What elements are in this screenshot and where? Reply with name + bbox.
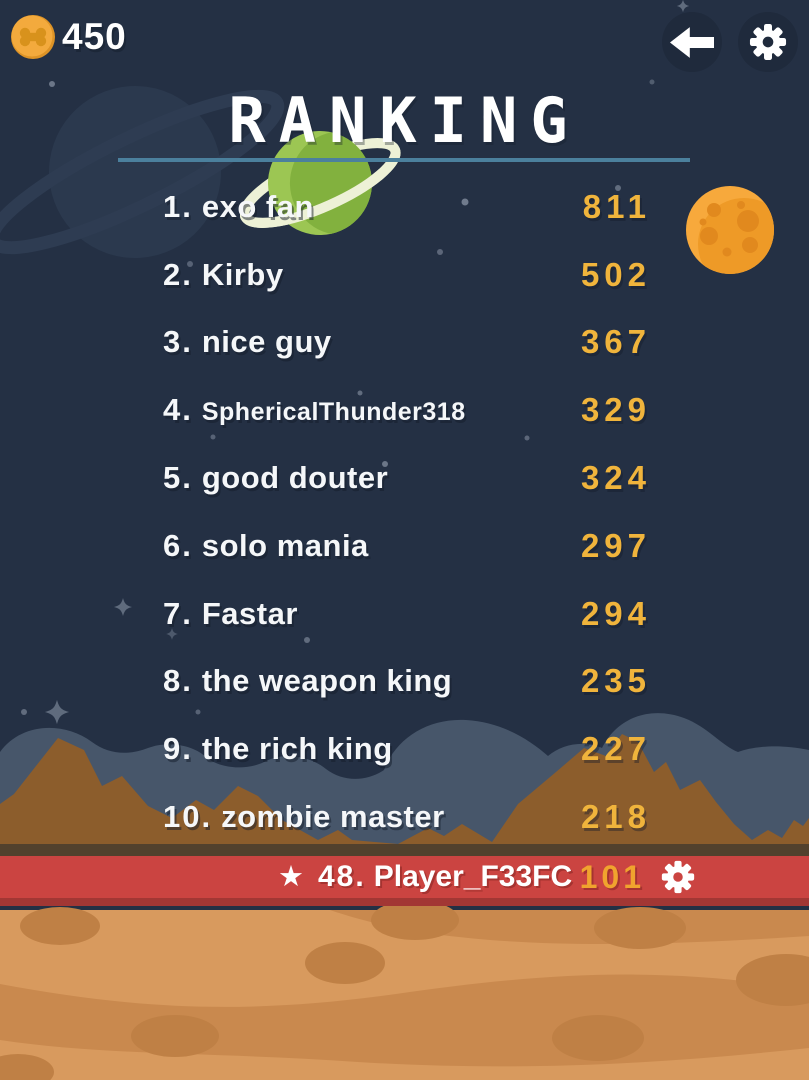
coin-icon <box>11 15 55 59</box>
player-score: 367 <box>580 323 651 361</box>
rank-number: 8. <box>163 663 193 699</box>
banner-player-name: Player_F33FC <box>373 860 573 893</box>
player-name: the weapon king <box>201 663 453 699</box>
banner-rank-number: 48. <box>318 860 366 893</box>
player-name: exo fan <box>201 188 314 224</box>
orange-moon-icon <box>686 186 774 274</box>
ranking-row: 6. solo mania 297 <box>163 512 646 580</box>
player-name: Kirby <box>201 256 284 292</box>
back-arrow-icon <box>670 26 714 58</box>
player-score: 227 <box>580 730 651 768</box>
martian-ground <box>0 900 809 1080</box>
player-name: solo mania <box>201 527 369 563</box>
gear-icon <box>661 860 695 894</box>
rank-list[interactable]: 1. exo fan 811 2. Kirby 502 3. nice guy 367… <box>163 173 646 851</box>
page-title: RANKING <box>228 84 581 157</box>
bone-icon <box>19 27 47 47</box>
player-name: SphericalThunder318 <box>201 398 466 427</box>
ranking-row: 10. zombie master 218 <box>163 783 646 851</box>
rank-number: 7. <box>163 595 193 631</box>
rank-number: 5. <box>163 460 193 496</box>
ranking-row: 8. the weapon king 235 <box>163 648 646 716</box>
star-dots <box>21 79 655 736</box>
ranking-row: 3. nice guy 367 <box>163 309 646 377</box>
settings-button[interactable] <box>738 12 798 72</box>
star-icon: ★ <box>278 860 304 893</box>
player-name: the rich king <box>201 731 393 767</box>
ranking-row: 4. SphericalThunder318 329 <box>163 376 646 444</box>
ranking-row: 9. the rich king 227 <box>163 715 646 783</box>
gear-icon <box>749 23 787 61</box>
ranking-row: 2. Kirby 502 <box>163 241 646 309</box>
player-name: zombie master <box>221 799 445 835</box>
player-score: 502 <box>580 255 651 293</box>
ground-craters <box>0 900 809 1080</box>
coin-amount: 450 <box>62 16 127 57</box>
player-score: 294 <box>580 594 651 632</box>
player-score: 324 <box>580 459 651 497</box>
brown-mountains <box>0 734 809 860</box>
rank-number: 6. <box>163 527 193 563</box>
player-name: Fastar <box>201 595 298 631</box>
mountain-shadow-strip <box>0 844 809 856</box>
player-score: 811 <box>582 187 651 225</box>
player-score: 297 <box>580 526 651 564</box>
rank-number: 9. <box>163 731 193 767</box>
rank-number: 10. <box>163 799 213 835</box>
ranking-row: 1. exo fan 811 <box>163 173 646 241</box>
player-score: 218 <box>580 798 651 836</box>
rank-number: 1. <box>163 188 193 224</box>
player-score: 329 <box>580 391 651 429</box>
back-button[interactable] <box>662 12 722 72</box>
player-name: good douter <box>201 460 389 496</box>
player-rank-banner: ★ 48. Player_F33FC 101 <box>0 856 809 906</box>
rank-number: 2. <box>163 256 193 292</box>
banner-player-score: 101 <box>579 858 645 895</box>
ranking-row: 7. Fastar 294 <box>163 580 646 648</box>
rank-number: 4. <box>163 392 193 428</box>
title-underline <box>118 158 690 162</box>
ranking-row: 5. good douter 324 <box>163 444 646 512</box>
currency-display: 450 <box>10 14 127 60</box>
player-score: 235 <box>580 662 651 700</box>
rank-number: 3. <box>163 324 193 360</box>
banner-settings-button[interactable] <box>661 860 695 894</box>
player-name: nice guy <box>201 324 332 360</box>
